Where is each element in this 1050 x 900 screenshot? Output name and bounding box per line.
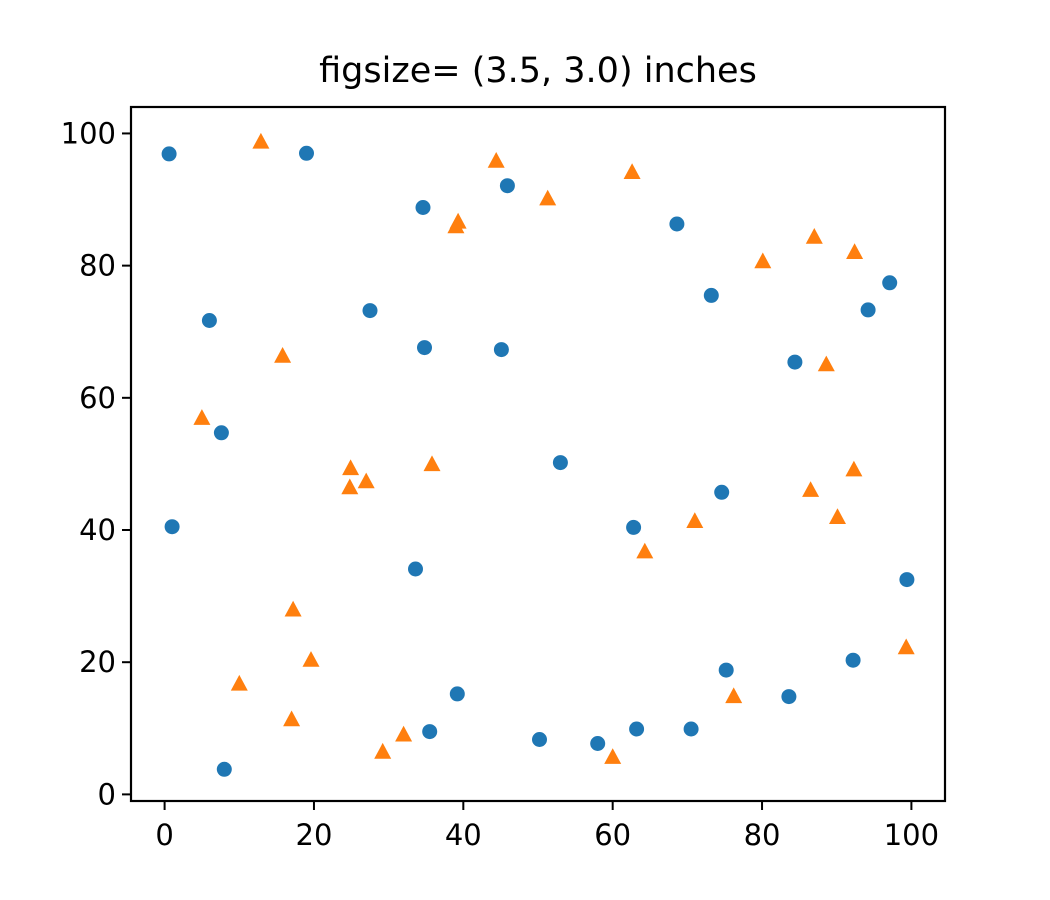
point-circle-0: [161, 146, 177, 162]
point-circle-10: [787, 354, 803, 370]
point-circle-23: [590, 736, 606, 751]
point-triangle-19: [686, 512, 704, 528]
point-circle-24: [629, 721, 645, 737]
point-circle-1: [299, 145, 314, 161]
point-triangle-26: [395, 725, 413, 742]
point-triangle-13: [357, 472, 375, 489]
point-circle-9: [703, 287, 719, 303]
point-triangle-27: [374, 742, 392, 759]
point-circle-28: [845, 652, 861, 668]
x-tick-label: 100: [884, 818, 939, 852]
point-triangle-29: [725, 687, 743, 704]
y-tick-label: 40: [79, 513, 116, 547]
point-triangle-25: [283, 710, 301, 727]
x-tick-label: 80: [744, 818, 781, 852]
point-triangle-24: [230, 674, 248, 691]
point-circle-17: [714, 484, 730, 500]
point-triangle-16: [845, 460, 863, 477]
point-circle-3: [499, 178, 515, 194]
x-tick-label: 60: [594, 818, 631, 852]
point-circle-20: [449, 686, 465, 702]
point-triangle-5: [447, 217, 465, 234]
point-circle-11: [860, 302, 876, 318]
point-circle-7: [417, 340, 432, 356]
point-triangle-28: [604, 748, 622, 764]
x-tick-label: 0: [155, 818, 173, 852]
point-circle-5: [201, 313, 217, 328]
point-triangle-22: [302, 651, 320, 667]
point-circle-22: [532, 732, 547, 747]
point-triangle-20: [636, 542, 654, 559]
point-circle-15: [552, 455, 568, 471]
point-triangle-2: [623, 163, 641, 179]
point-triangle-14: [341, 478, 359, 495]
axes: 0 20 40 60 80 100 0 20 40 60 80 100: [61, 105, 947, 852]
point-circle-25: [683, 721, 699, 737]
point-circle-2: [415, 200, 431, 215]
point-triangle-12: [342, 459, 360, 476]
point-triangle-11: [193, 409, 211, 425]
point-circle-19: [899, 572, 915, 588]
point-triangle-0: [252, 132, 270, 149]
y-tick-label: 20: [79, 645, 116, 679]
point-circle-14: [164, 519, 180, 535]
point-triangle-10: [817, 355, 835, 372]
point-circle-27: [781, 689, 797, 705]
chart-title: figsize= (3.5, 3.0) inches: [319, 51, 757, 91]
point-triangle-9: [274, 347, 292, 363]
point-triangle-23: [897, 638, 915, 655]
plot-frame: [129, 105, 947, 803]
point-triangle-18: [829, 508, 846, 524]
point-triangle-8: [846, 243, 864, 259]
y-tick-label: 60: [79, 381, 116, 415]
point-circle-29: [216, 761, 232, 777]
point-triangle-17: [802, 481, 820, 497]
point-triangle-21: [284, 600, 302, 617]
point-circle-6: [362, 303, 378, 319]
point-triangle-6: [754, 252, 772, 269]
point-triangle-1: [487, 152, 505, 168]
point-circle-21: [422, 724, 438, 740]
point-triangle-3: [539, 189, 557, 206]
point-circle-12: [882, 275, 898, 291]
point-circle-13: [213, 425, 229, 441]
point-triangle-7: [805, 228, 823, 244]
x-tick-label: 40: [445, 818, 482, 852]
point-circle-16: [626, 519, 642, 535]
y-tick-label: 100: [61, 116, 116, 150]
plot-area: [161, 132, 915, 777]
point-circle-26: [718, 662, 734, 678]
point-circle-4: [669, 216, 685, 232]
point-circle-18: [408, 561, 423, 577]
y-tick-label: 0: [98, 777, 116, 811]
x-tick-label: 20: [296, 818, 333, 852]
point-circle-8: [493, 342, 509, 358]
y-tick-label: 80: [79, 249, 116, 283]
point-triangle-15: [423, 455, 441, 472]
